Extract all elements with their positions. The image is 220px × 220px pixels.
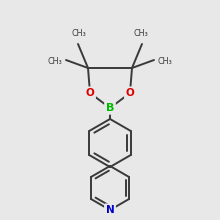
Text: CH₃: CH₃ [134,29,148,38]
Text: N: N [106,205,114,215]
Text: CH₃: CH₃ [72,29,86,38]
Text: O: O [86,88,94,98]
Text: O: O [126,88,134,98]
Text: B: B [106,103,114,113]
Text: CH₃: CH₃ [47,57,62,66]
Text: CH₃: CH₃ [158,57,173,66]
